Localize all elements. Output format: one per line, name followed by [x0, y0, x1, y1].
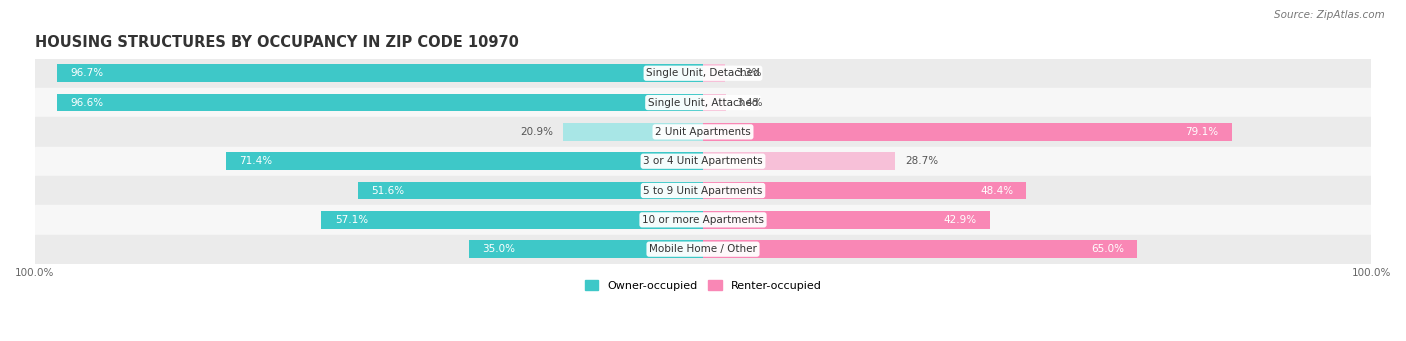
Text: Source: ZipAtlas.com: Source: ZipAtlas.com	[1274, 10, 1385, 20]
Text: Single Unit, Attached: Single Unit, Attached	[648, 98, 758, 107]
Bar	[35, 176, 1371, 205]
Text: HOUSING STRUCTURES BY OCCUPANCY IN ZIP CODE 10970: HOUSING STRUCTURES BY OCCUPANCY IN ZIP C…	[35, 35, 519, 50]
Text: 51.6%: 51.6%	[371, 186, 405, 195]
Bar	[703, 152, 894, 170]
Text: 71.4%: 71.4%	[239, 156, 273, 166]
Bar	[703, 123, 1232, 141]
Text: 96.7%: 96.7%	[70, 68, 103, 78]
Text: 35.0%: 35.0%	[482, 244, 516, 254]
Bar	[359, 182, 703, 199]
Text: 3.3%: 3.3%	[735, 68, 762, 78]
Text: 48.4%: 48.4%	[980, 186, 1014, 195]
Bar	[35, 88, 1371, 117]
Bar	[564, 123, 703, 141]
Bar	[470, 240, 703, 258]
Bar	[703, 64, 725, 82]
Text: Mobile Home / Other: Mobile Home / Other	[650, 244, 756, 254]
Text: Single Unit, Detached: Single Unit, Detached	[647, 68, 759, 78]
Text: 2 Unit Apartments: 2 Unit Apartments	[655, 127, 751, 137]
Bar	[703, 182, 1026, 199]
Bar	[58, 94, 703, 112]
Bar	[703, 94, 725, 112]
Text: 3 or 4 Unit Apartments: 3 or 4 Unit Apartments	[643, 156, 763, 166]
Bar	[226, 152, 703, 170]
Bar	[35, 117, 1371, 147]
Bar	[35, 235, 1371, 264]
Text: 79.1%: 79.1%	[1185, 127, 1218, 137]
Bar	[35, 147, 1371, 176]
Bar	[322, 211, 703, 229]
Text: 42.9%: 42.9%	[943, 215, 976, 225]
Legend: Owner-occupied, Renter-occupied: Owner-occupied, Renter-occupied	[581, 276, 825, 295]
Bar	[56, 64, 703, 82]
Bar	[35, 59, 1371, 88]
Text: 28.7%: 28.7%	[905, 156, 938, 166]
Text: 10 or more Apartments: 10 or more Apartments	[643, 215, 763, 225]
Bar	[703, 211, 990, 229]
Text: 5 to 9 Unit Apartments: 5 to 9 Unit Apartments	[644, 186, 762, 195]
Text: 3.4%: 3.4%	[735, 98, 762, 107]
Text: 65.0%: 65.0%	[1091, 244, 1123, 254]
Bar	[703, 240, 1137, 258]
Text: 20.9%: 20.9%	[520, 127, 554, 137]
Text: 57.1%: 57.1%	[335, 215, 368, 225]
Bar	[35, 205, 1371, 235]
Text: 96.6%: 96.6%	[70, 98, 104, 107]
